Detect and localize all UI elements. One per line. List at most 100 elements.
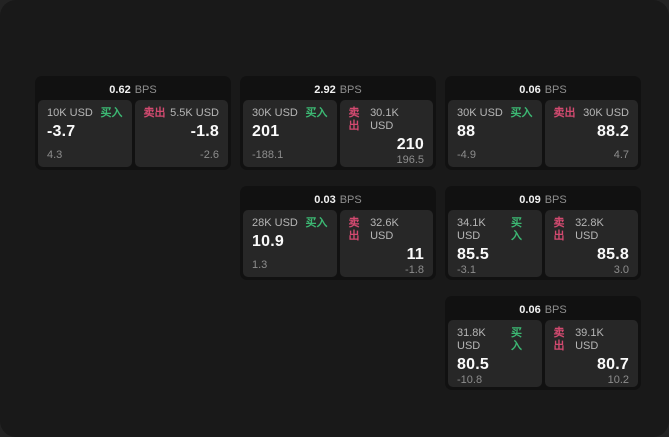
buy-size-label: 10K USD [47, 107, 93, 119]
buy-change: 1.3 [252, 259, 268, 271]
quote-card: 2.92 BPS 30K USD 买入 201 -188.1 卖出 30.1K … [240, 76, 436, 170]
buy-quote-tile[interactable]: 31.8K USD 买入 80.5 -10.8 [448, 320, 542, 387]
buy-tile-toprow: 31.8K USD 买入 [457, 327, 533, 353]
quote-card-header: 0.06 BPS [448, 79, 638, 100]
buy-side-label: 买入 [510, 217, 522, 242]
sell-size-label: 32.6K USD [370, 217, 399, 242]
sell-size-label: 5.5K USD [170, 107, 219, 119]
sell-quote-tile[interactable]: 卖出 30.1K USD 210 196.5 [339, 100, 433, 167]
sell-price: 85.8 [597, 246, 629, 263]
sell-change: 196.5 [396, 154, 424, 166]
sell-change: 4.7 [613, 149, 629, 161]
buy-quote-tile[interactable]: 34.1K USD 买入 85.5 -3.1 [448, 210, 542, 277]
quote-card: 0.06 BPS 30K USD 买入 88 -4.9 卖出 30K USD 8… [445, 76, 641, 170]
sell-price: 11 [406, 246, 424, 263]
sell-side-label: 卖出 [553, 217, 565, 242]
quote-tiles: 30K USD 买入 201 -188.1 卖出 30.1K USD 210 1… [243, 100, 433, 167]
sell-change: 10.2 [607, 374, 629, 386]
sell-tile-toprow: 卖出 39.1K USD [554, 327, 630, 353]
sell-change: 3.0 [613, 264, 629, 276]
buy-change: -188.1 [252, 149, 284, 161]
sell-price: 80.7 [597, 356, 629, 373]
bps-unit-label: BPS [544, 193, 567, 206]
buy-size-label: 34.1K USD [457, 217, 486, 242]
sell-quote-tile[interactable]: 卖出 32.6K USD 11 -1.8 [339, 210, 433, 277]
buy-size-label: 28K USD [252, 217, 298, 229]
bps-unit-label: BPS [544, 303, 567, 316]
buy-tile-toprow: 30K USD 买入 [252, 107, 328, 120]
bps-value: 0.62 [109, 83, 131, 96]
quote-card-header: 0.06 BPS [448, 299, 638, 320]
bps-unit-label: BPS [134, 83, 157, 96]
buy-price: 201 [252, 123, 280, 140]
buy-tile-toprow: 10K USD 买入 [47, 107, 123, 120]
sell-tile-toprow: 卖出 32.6K USD [349, 217, 425, 243]
sell-size-label: 39.1K USD [575, 327, 604, 352]
sell-side-label: 卖出 [143, 107, 166, 119]
quote-card: 0.62 BPS 10K USD 买入 -3.7 4.3 卖出 5.5K USD… [35, 76, 231, 170]
buy-side-label: 买入 [100, 107, 123, 119]
buy-price: -3.7 [47, 123, 76, 140]
quote-tiles: 34.1K USD 买入 85.5 -3.1 卖出 32.8K USD 85.8… [448, 210, 638, 277]
sell-quote-tile[interactable]: 卖出 39.1K USD 80.7 10.2 [544, 320, 638, 387]
quote-card-header: 2.92 BPS [243, 79, 433, 100]
buy-price: 80.5 [457, 356, 489, 373]
buy-change: -3.1 [457, 264, 476, 276]
quote-tiles: 31.8K USD 买入 80.5 -10.8 卖出 39.1K USD 80.… [448, 320, 638, 387]
buy-change: -10.8 [457, 374, 483, 386]
sell-size-label: 30.1K USD [370, 107, 399, 132]
bps-value: 0.09 [519, 193, 541, 206]
buy-quote-tile[interactable]: 28K USD 买入 10.9 1.3 [243, 210, 337, 277]
quote-card: 0.03 BPS 28K USD 买入 10.9 1.3 卖出 32.6K US… [240, 186, 436, 280]
buy-quote-tile[interactable]: 30K USD 买入 201 -188.1 [243, 100, 337, 167]
quote-card-header: 0.03 BPS [243, 189, 433, 210]
sell-quote-tile[interactable]: 卖出 32.8K USD 85.8 3.0 [544, 210, 638, 277]
buy-side-label: 买入 [510, 107, 533, 119]
sell-size-label: 32.8K USD [575, 217, 604, 242]
sell-quote-tile[interactable]: 卖出 30K USD 88.2 4.7 [544, 100, 638, 167]
quote-card: 0.09 BPS 34.1K USD 买入 85.5 -3.1 卖出 32.8K… [445, 186, 641, 280]
sell-change: -2.6 [200, 149, 219, 161]
buy-change: -4.9 [457, 149, 476, 161]
buy-tile-toprow: 34.1K USD 买入 [457, 217, 533, 243]
bps-value: 0.03 [314, 193, 336, 206]
bps-value: 0.06 [519, 83, 541, 96]
sell-price: 210 [396, 136, 424, 153]
buy-price: 10.9 [252, 233, 284, 250]
sell-price: 88.2 [597, 123, 629, 140]
sell-size-label: 30K USD [583, 107, 629, 119]
buy-size-label: 30K USD [457, 107, 503, 119]
sell-tile-toprow: 卖出 32.8K USD [554, 217, 630, 243]
sell-side-label: 卖出 [348, 217, 360, 242]
buy-tile-toprow: 30K USD 买入 [457, 107, 533, 120]
buy-size-label: 31.8K USD [457, 327, 486, 352]
bps-unit-label: BPS [544, 83, 567, 96]
buy-quote-tile[interactable]: 30K USD 买入 88 -4.9 [448, 100, 542, 167]
buy-price: 85.5 [457, 246, 489, 263]
sell-side-label: 卖出 [348, 107, 360, 132]
buy-size-label: 30K USD [252, 107, 298, 119]
buy-change: 4.3 [47, 149, 63, 161]
sell-quote-tile[interactable]: 卖出 5.5K USD -1.8 -2.6 [134, 100, 228, 167]
sell-tile-toprow: 卖出 5.5K USD [144, 107, 220, 120]
quote-tiles: 10K USD 买入 -3.7 4.3 卖出 5.5K USD -1.8 -2.… [38, 100, 228, 167]
buy-tile-toprow: 28K USD 买入 [252, 217, 328, 230]
quote-tiles: 28K USD 买入 10.9 1.3 卖出 32.6K USD 11 -1.8 [243, 210, 433, 277]
bps-unit-label: BPS [339, 83, 362, 96]
sell-change: -1.8 [405, 264, 424, 276]
buy-price: 88 [457, 123, 476, 140]
bps-value: 2.92 [314, 83, 336, 96]
buy-side-label: 买入 [305, 217, 328, 229]
sell-side-label: 卖出 [553, 107, 576, 119]
buy-side-label: 买入 [510, 327, 522, 352]
buy-quote-tile[interactable]: 10K USD 买入 -3.7 4.3 [38, 100, 132, 167]
sell-price: -1.8 [190, 123, 219, 140]
bps-value: 0.06 [519, 303, 541, 316]
quote-card-header: 0.62 BPS [38, 79, 228, 100]
bps-unit-label: BPS [339, 193, 362, 206]
quote-grid: 0.62 BPS 10K USD 买入 -3.7 4.3 卖出 5.5K USD… [35, 76, 641, 387]
sell-tile-toprow: 卖出 30.1K USD [349, 107, 425, 133]
sell-tile-toprow: 卖出 30K USD [554, 107, 630, 120]
quote-card-header: 0.09 BPS [448, 189, 638, 210]
